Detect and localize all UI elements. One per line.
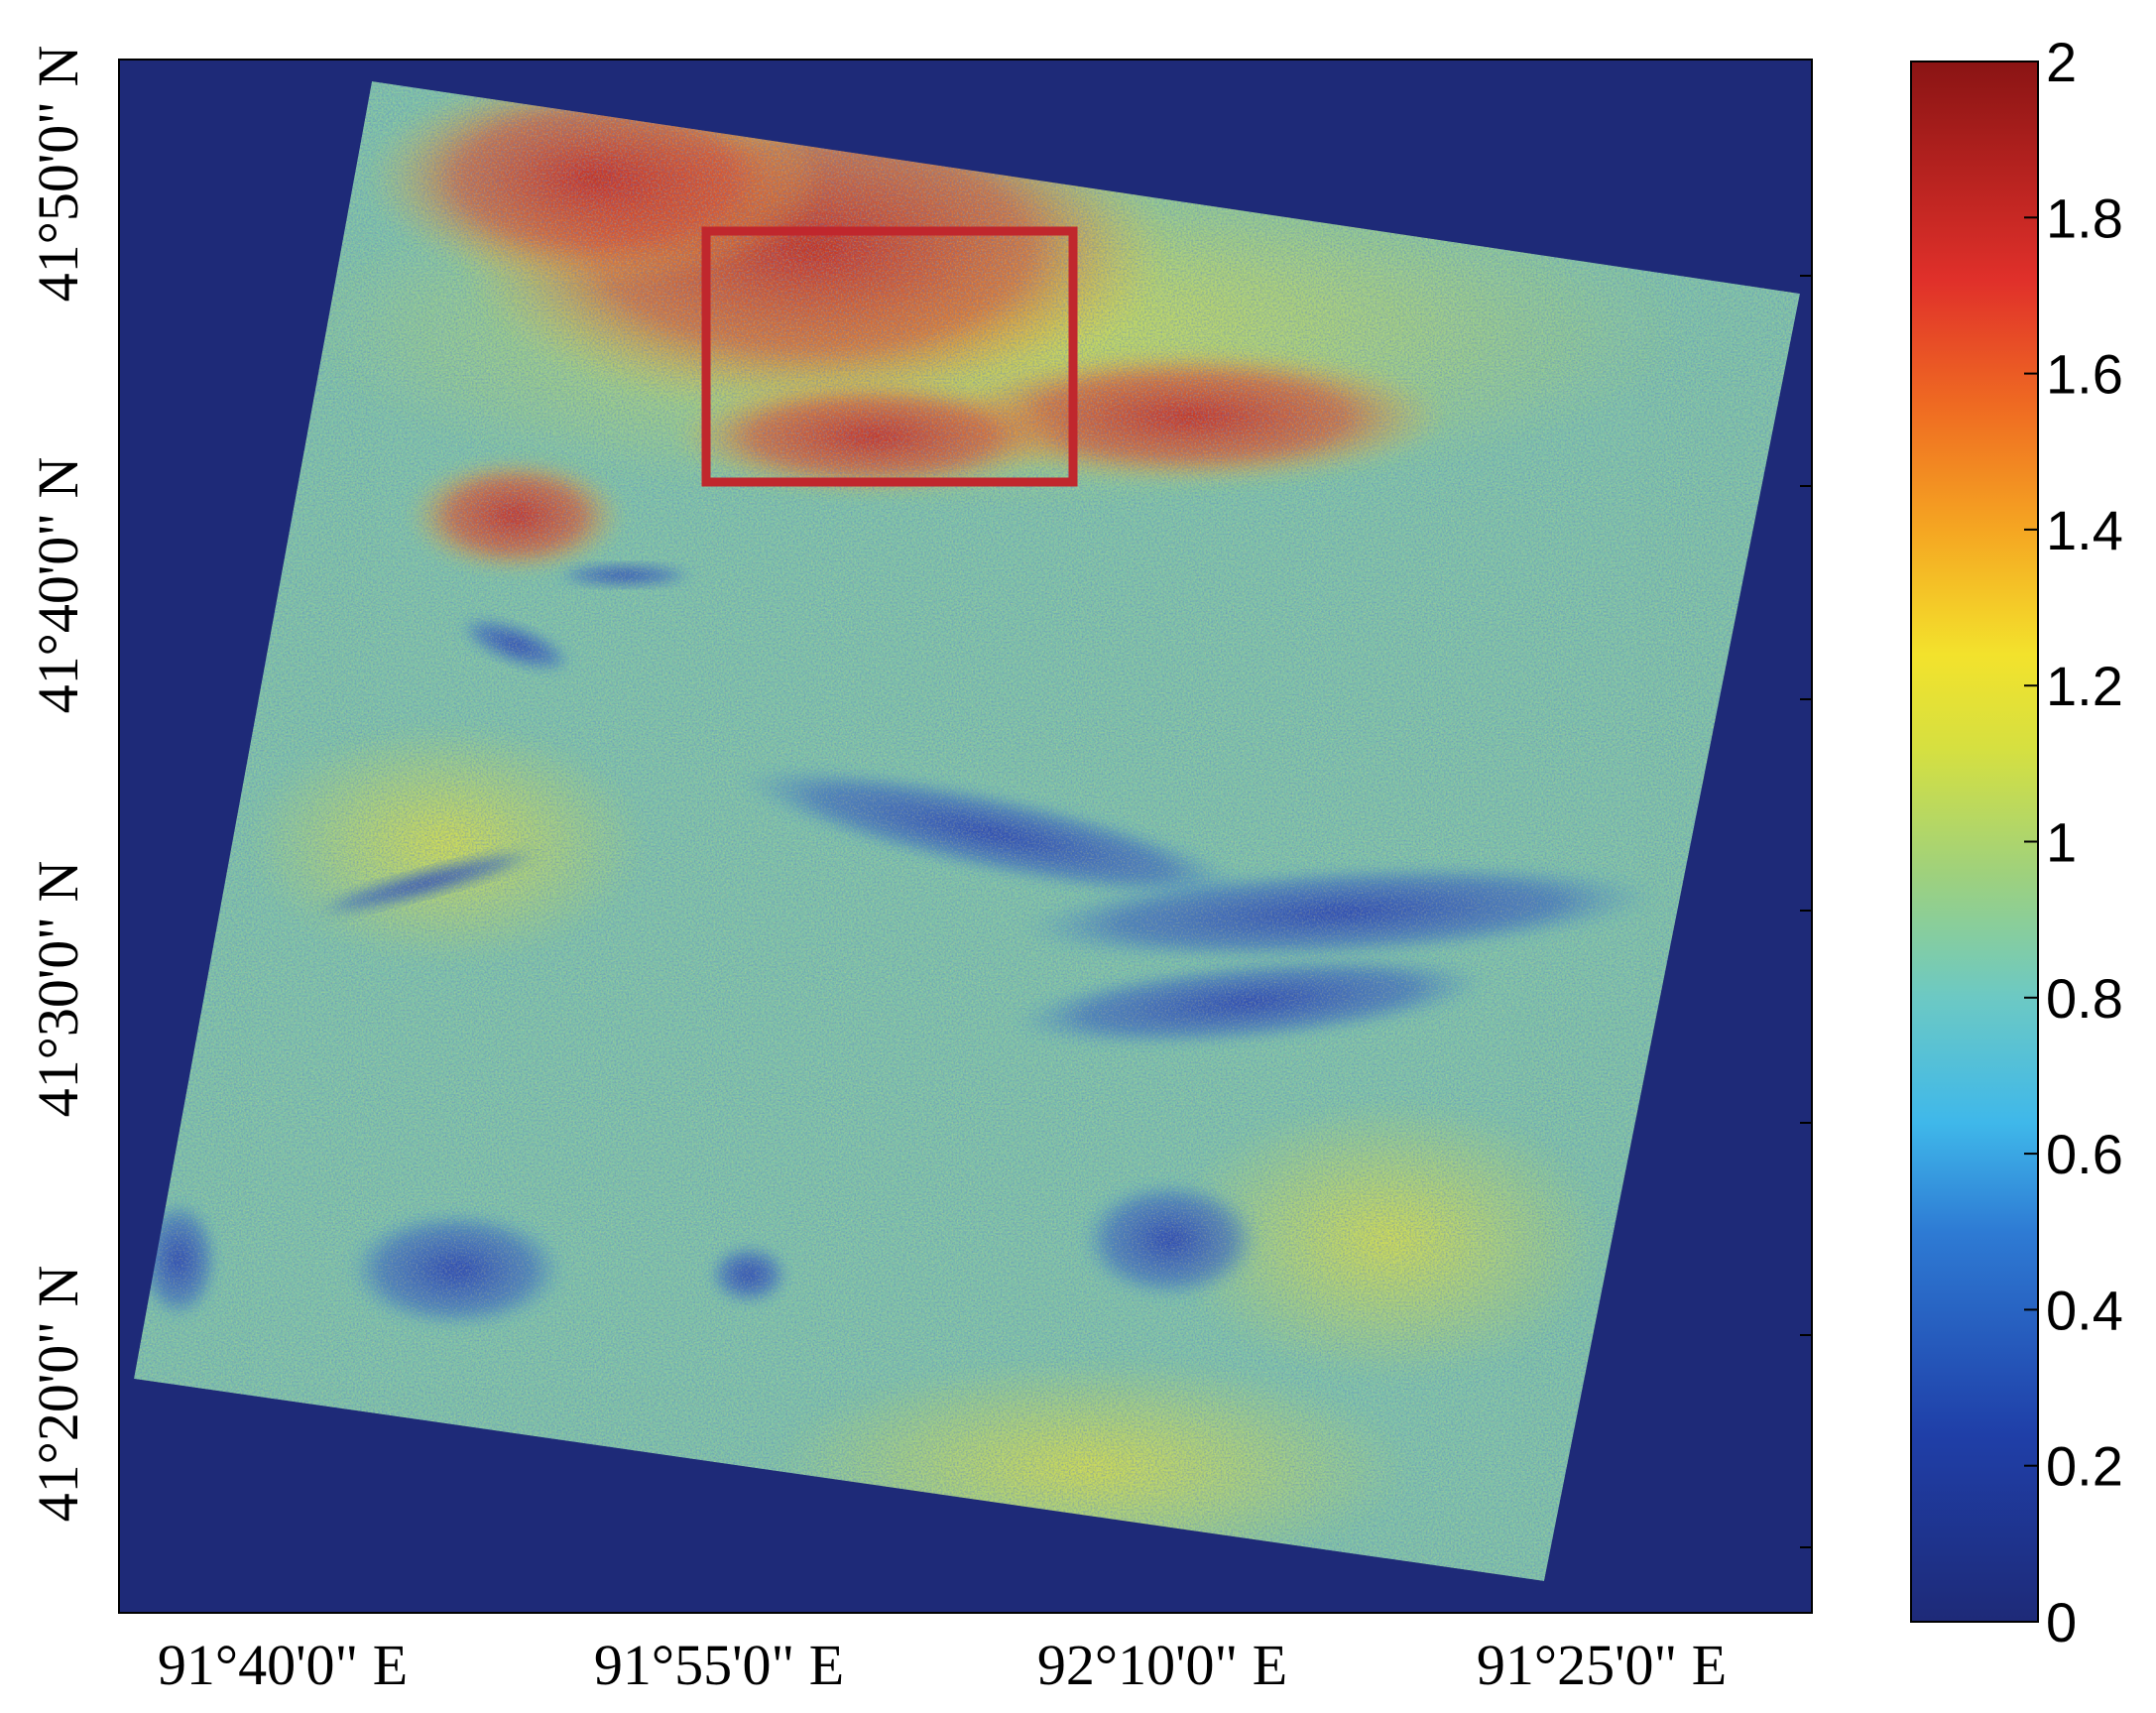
longitude-label: 92°10'0" E bbox=[1037, 1633, 1287, 1697]
longitude-label: 91°55'0" E bbox=[594, 1633, 844, 1697]
colorbar: 2 1.8 1.6 1.4 1.2 1 0.8 0.6 0.4 0.2 0 bbox=[1910, 31, 2123, 1653]
colorbar-tick-label: 1.8 bbox=[2046, 186, 2123, 249]
latitude-label: 41°50'0" N bbox=[26, 46, 90, 303]
colorbar-tick-label: 1.2 bbox=[2046, 655, 2123, 717]
colorbar-tick-label: 0.2 bbox=[2046, 1435, 2123, 1498]
colorbar-ticks: 2 1.8 1.6 1.4 1.2 1 0.8 0.6 0.4 0.2 0 bbox=[2024, 31, 2123, 1653]
frame-ticks bbox=[1800, 275, 1812, 1548]
colorbar-tick-label: 1.4 bbox=[2046, 499, 2123, 561]
colorbar-tick-label: 1.6 bbox=[2046, 343, 2123, 406]
longitude-labels: 91°40'0" E 91°55'0" E 92°10'0" E 91°25'0… bbox=[158, 1633, 1727, 1697]
latitude-label: 41°20'0" N bbox=[26, 1266, 90, 1523]
satellite-scene bbox=[134, 81, 1800, 1581]
colorbar-tick-label: 0.6 bbox=[2046, 1123, 2123, 1185]
longitude-label: 91°25'0" E bbox=[1477, 1633, 1727, 1697]
colorbar-gradient bbox=[1910, 61, 2039, 1623]
colorbar-tick-label: 0 bbox=[2046, 1591, 2077, 1653]
latitude-labels: 41°50'0" N 41°40'0" N 41°30'0" N 41°20'0… bbox=[26, 46, 90, 1523]
latitude-label: 41°30'0" N bbox=[26, 861, 90, 1118]
longitude-label: 91°40'0" E bbox=[158, 1633, 408, 1697]
colorbar-tick-label: 0.4 bbox=[2046, 1279, 2123, 1341]
colorbar-tick-label: 0.8 bbox=[2046, 967, 2123, 1030]
colorbar-tick-label: 2 bbox=[2046, 31, 2077, 93]
colorbar-tick-label: 1 bbox=[2046, 811, 2077, 874]
latitude-label: 41°40'0" N bbox=[26, 457, 90, 714]
highlight-box bbox=[701, 226, 1078, 487]
